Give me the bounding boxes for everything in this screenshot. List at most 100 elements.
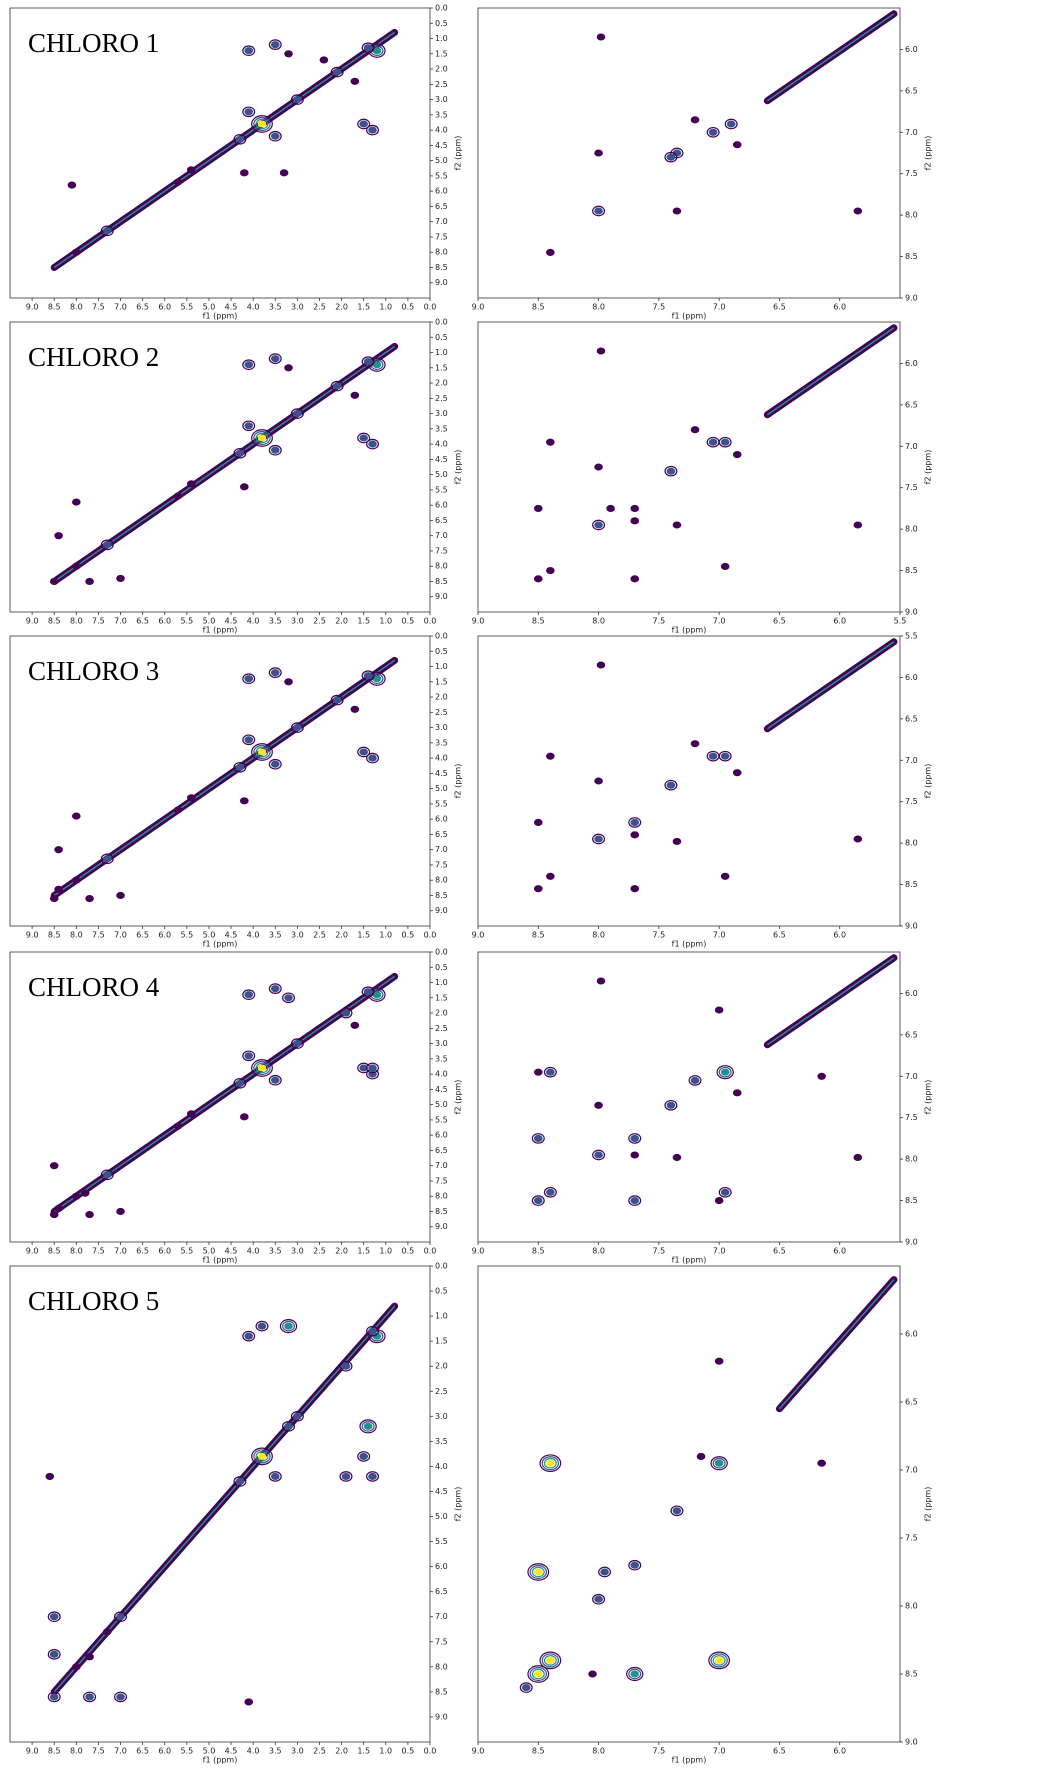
x-tick-label: 8.5 <box>532 1247 545 1256</box>
peak <box>268 1471 282 1482</box>
peak <box>72 1663 81 1671</box>
contour-ring <box>690 1076 700 1084</box>
peak <box>594 777 603 785</box>
contour-ring <box>268 667 282 678</box>
y-tick-label: 7.5 <box>435 860 448 869</box>
y-tick-label: 6.0 <box>905 359 918 368</box>
diagonal-core <box>766 327 895 416</box>
contour-ring <box>666 153 676 161</box>
x-tick-label: 2.0 <box>335 931 348 940</box>
peak <box>116 1207 125 1216</box>
y-tick-label: 1.5 <box>435 677 448 686</box>
x-tick-label: 6.0 <box>833 617 846 626</box>
contour-ring <box>83 1691 97 1703</box>
y-tick-label: 4.0 <box>435 126 448 135</box>
peak <box>116 891 125 900</box>
peak <box>100 539 114 551</box>
contour-ring <box>531 1566 545 1578</box>
contour-ring <box>293 1040 302 1048</box>
contour-ring <box>592 519 606 531</box>
peak <box>366 1325 380 1337</box>
x-tick-label: 9.0 <box>472 1247 485 1256</box>
y-tick-label: 9.0 <box>435 592 448 601</box>
peak <box>368 987 386 1002</box>
contour-ring <box>242 673 256 685</box>
peak <box>284 678 293 686</box>
peak <box>242 1050 256 1062</box>
peak <box>630 517 640 525</box>
x-tick-label: 4.5 <box>225 931 238 940</box>
peak <box>47 1611 61 1623</box>
contour-ring <box>279 1319 298 1334</box>
contour-ring <box>270 355 280 363</box>
y-tick-label: 6.5 <box>905 1398 918 1407</box>
contour-ring <box>366 752 380 764</box>
peak <box>251 429 273 447</box>
contour-ring <box>49 894 59 903</box>
x-tick-label: 9.0 <box>26 617 39 626</box>
contour-ring <box>363 358 373 366</box>
x-tick-label: 7.0 <box>713 303 726 312</box>
y-tick-label: 2.0 <box>435 693 448 702</box>
y-tick-label: 5.5 <box>435 485 448 494</box>
peak <box>592 1149 606 1161</box>
peak <box>714 1357 724 1365</box>
x-tick-label: 3.5 <box>269 931 282 940</box>
x-tick-label: 4.5 <box>225 617 238 626</box>
panel: 9.0 8.5 8.0 7.5 7.0 6.5 6.0 5.5 5.0 4.5 4.0 3.5 3.0 2… <box>9 948 463 1265</box>
contour-ring <box>630 1151 640 1159</box>
x-tick-label: 9.0 <box>26 303 39 312</box>
peak <box>546 248 555 256</box>
contour-ring <box>817 1072 826 1080</box>
peak <box>732 141 742 149</box>
contour-ring <box>332 68 342 76</box>
contour-ring <box>290 1410 304 1422</box>
y-tick-label: 7.5 <box>435 1176 448 1185</box>
y-tick-label: 4.0 <box>435 440 448 449</box>
peak <box>72 248 81 256</box>
contour-ring <box>531 1195 545 1206</box>
diagonal-core <box>53 1305 396 1693</box>
y-axis-label: f2 (ppm) <box>924 450 933 485</box>
x-tick-label: 0.5 <box>402 617 415 626</box>
peak <box>357 746 371 758</box>
x-tick-label: 5.0 <box>203 617 216 626</box>
peak <box>268 1074 282 1086</box>
contour-ring <box>708 128 718 136</box>
contour-ring <box>359 748 368 756</box>
contour-ring <box>592 1593 606 1605</box>
x-tick-label: 8.0 <box>70 931 83 940</box>
peak <box>80 1189 90 1197</box>
peak <box>45 1472 55 1481</box>
x-tick-label: 6.0 <box>158 303 171 312</box>
y-tick-label: 3.0 <box>435 95 448 104</box>
contour-ring <box>116 1613 125 1621</box>
y-tick-label: 9.0 <box>905 1238 918 1247</box>
contour-ring <box>606 504 615 512</box>
contour-ring <box>293 1412 302 1420</box>
contour-ring <box>72 498 81 506</box>
x-tick-label: 9.0 <box>26 1747 39 1756</box>
contour-ring <box>853 207 863 215</box>
panel: 9.0 8.5 8.0 7.5 7.0 6.5 6.0 6.0 6.5 7.0 7.5 8.0 8.5 9… <box>472 1265 933 1765</box>
x-tick-label: 3.5 <box>269 1247 282 1256</box>
contour-ring <box>366 438 380 450</box>
panel: 9.0 8.5 8.0 7.5 7.0 6.5 6.0 5.5 5.0 4.5 4.0 3.5 3.0 2… <box>9 632 463 949</box>
x-tick-label: 0.0 <box>424 617 437 626</box>
contour-ring <box>359 120 368 128</box>
contour-ring <box>531 1668 545 1680</box>
peak <box>361 42 375 54</box>
y-tick-label: 6.0 <box>905 989 918 998</box>
plot-area <box>519 1276 898 1693</box>
peak <box>85 1210 94 1219</box>
panel: 9.0 8.5 8.0 7.5 7.0 6.5 6.0 6.0 6.5 7.0 7.5 8.0 8.5 9… <box>472 7 933 321</box>
contour-ring <box>672 837 682 846</box>
x-tick-label: 6.5 <box>773 1747 786 1756</box>
contour-ring <box>290 1038 304 1049</box>
peak <box>664 151 678 163</box>
peak <box>242 45 256 57</box>
contour-ring <box>539 1454 562 1473</box>
contour-ring <box>341 1472 351 1481</box>
contour-ring <box>853 521 863 529</box>
contour-ring <box>718 1186 732 1198</box>
